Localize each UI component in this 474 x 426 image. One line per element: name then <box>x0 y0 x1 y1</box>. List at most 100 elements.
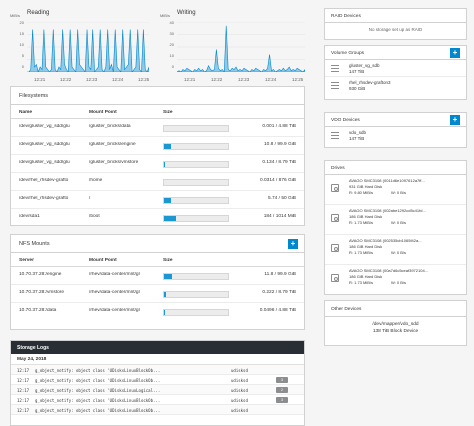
nfs-size: 0.222 / 8.79 TiB <box>262 290 296 295</box>
log-entry[interactable]: 12:17 g_object_notify: object class 'UDis… <box>11 365 304 375</box>
volume-group-name: rhel_rhsdev-grafton3 <box>349 80 391 85</box>
drives-title: Drives <box>325 161 466 175</box>
usage-bar-fill <box>164 162 165 167</box>
drive-item[interactable]: AVAGO SMC3108 (00a7d6c5ceaf3972104... 186… <box>325 265 466 295</box>
hard-disk-icon <box>331 184 339 192</box>
log-entry[interactable]: 12:17 g_object_notify: object class 'UDis… <box>11 375 304 385</box>
vdo-title-bar: VDO Devices + <box>325 113 466 127</box>
usage-bar-fill <box>164 216 176 221</box>
drive-write: W: 0 B/s <box>391 250 407 255</box>
nfs-server: 10.70.37.28:/vmstore <box>19 290 65 295</box>
add-vdo-button[interactable]: + <box>450 115 460 125</box>
nfs-title: NFS Mounts <box>19 241 50 247</box>
usage-bar-fill <box>164 310 165 315</box>
filesystem-mount: /home <box>89 178 103 183</box>
y-tick: 5 <box>21 53 24 58</box>
volume-group-item[interactable]: gluster_vg_sdb 147 TiB <box>325 60 466 77</box>
drive-read: R: 1.73 MiB/s <box>349 220 374 225</box>
drive-write: W: 0 B/s <box>391 220 407 225</box>
log-entry[interactable]: 12:17 g_object_notify: object class 'UDis… <box>11 385 304 395</box>
nfs-panel: NFS Mounts + Server Mount Point Size 10.… <box>10 234 305 330</box>
log-entry[interactable]: 12:17 g_object_notify: object class 'UDis… <box>11 405 304 415</box>
drive-model: AVAGO SMC3108 (002abe1292cd5c41fd... <box>349 208 426 213</box>
vg-items: gluster_vg_sdb 147 TiB rhel_rhsdev-grafton… <box>325 60 466 94</box>
nfs-row[interactable]: 10.70.37.28:/data/rhev/data-center/mnt/g… <box>11 303 304 321</box>
usage-bar <box>163 179 229 186</box>
filesystem-mount: /gluster_bricks/vmstore <box>89 160 139 165</box>
other-device-item[interactable]: /dev/mapper/vdo_sdd 138 TiB Block Device <box>325 317 466 343</box>
filesystem-row[interactable]: /dev/sda1/boot 184 / 1014 MiB <box>11 209 304 227</box>
add-nfs-button[interactable]: + <box>288 239 298 249</box>
filesystem-row[interactable]: /dev/gluster_vg_sdd/glu/gluster_bricks/v… <box>11 155 304 173</box>
drive-item[interactable]: AVAGO SMC3108 (0011d6e1097612a7ff... 931 … <box>325 175 466 205</box>
volume-group-icon <box>331 82 339 90</box>
vdo-item[interactable]: vdo_sdb 147 TiB <box>325 127 466 144</box>
usage-bar <box>163 197 229 204</box>
filesystem-size: 10.8 / 99.9 GiB <box>264 142 296 147</box>
log-entry[interactable]: 12:17 g_object_notify: object class 'UDis… <box>11 395 304 405</box>
reading-chart: MiB/s Reading 20 15 10 5 0 12:21 12:22 1… <box>10 10 150 82</box>
drive-type: 186 GiB Hard Disk <box>349 214 383 219</box>
filesystem-row[interactable]: /dev/gluster_vg_sdd/glu/gluster_bricks/e… <box>11 137 304 155</box>
log-time: 12:17 <box>17 388 30 393</box>
nfs-size: 11.8 / 99.9 GiB <box>264 272 296 277</box>
drive-item[interactable]: AVAGO SMC3108 (002abe1292cd5c41fd... 186 … <box>325 205 466 235</box>
usage-bar-fill <box>164 274 172 279</box>
nfs-mount: /rhev/data-center/mnt/gl <box>89 308 140 313</box>
filesystem-row[interactable]: /dev/gluster_vg_sdd/glu/gluster_bricks/d… <box>11 119 304 137</box>
vdo-panel: VDO Devices + vdo_sdb 147 TiB <box>324 112 467 148</box>
other-device-name: /dev/mapper/vdo_sdd <box>372 322 419 327</box>
add-volume-group-button[interactable]: + <box>450 48 460 58</box>
drive-item[interactable]: AVAGO SMC3108 (002535cb1065f42a... 186 Gi… <box>325 235 466 265</box>
series-area <box>27 29 149 72</box>
y-tick: 0 <box>171 64 174 69</box>
drive-read: R: 9.80 MiB/s <box>349 190 374 195</box>
drive-write: W: 0 B/s <box>391 190 407 195</box>
nfs-server: 10.70.37.28:/engine <box>19 272 62 277</box>
x-tick: 12:22 <box>211 77 223 82</box>
volume-group-item[interactable]: rhel_rhsdev-grafton3 930 GiB <box>325 77 466 94</box>
log-source: udisksd <box>231 388 248 393</box>
volume-group-size: 147 TiB <box>349 69 365 74</box>
x-tick: 12:21 <box>34 77 46 82</box>
log-message: g_object_notify: object class 'UDisksLin… <box>35 408 161 413</box>
nfs-mount: /rhev/data-center/mnt/gl <box>89 272 140 277</box>
logs-date: May 24, 2018 <box>11 354 304 365</box>
filesystem-row[interactable]: /dev/rhel_rhsdev-grafto / 5.74 / 50 GiB <box>11 191 304 209</box>
x-tick: 12:25 <box>138 77 150 82</box>
filesystem-name: /dev/gluster_vg_sdd/glu <box>19 160 70 165</box>
filesystem-row[interactable]: /dev/rhel_rhsdev-grafto/home 0.0314 / 876… <box>11 173 304 191</box>
other-devices-title: Other Devices <box>325 301 466 317</box>
hard-disk-icon <box>331 274 339 282</box>
usage-bar <box>163 161 229 168</box>
x-tick: 12:23 <box>238 77 250 82</box>
filesystems-rows: /dev/gluster_vg_sdd/glu/gluster_bricks/d… <box>11 119 304 227</box>
filesystem-size: 0.0314 / 876 GiB <box>259 178 296 183</box>
writing-chart: MiB/s Writing 40 30 20 10 0 12:21 12:22 … <box>160 10 306 82</box>
log-message: g_object_notify: object class 'UDisksLin… <box>35 378 161 383</box>
vdo-icon <box>331 132 339 140</box>
nfs-row[interactable]: 10.70.37.28:/vmstore/rhev/data-center/mn… <box>11 285 304 303</box>
log-message: g_object_notify: object class 'UDisksLin… <box>35 398 161 403</box>
logs-title: Storage Logs <box>11 341 304 354</box>
raid-title: RAID Devices <box>325 9 466 23</box>
hard-disk-icon <box>331 244 339 252</box>
log-rows: 12:17 g_object_notify: object class 'UDis… <box>11 365 304 415</box>
usage-bar <box>163 273 229 280</box>
log-time: 12:17 <box>17 408 30 413</box>
vg-title-bar: Volume Groups + <box>325 46 466 60</box>
raid-panel: RAID Devices No storage set up as RAID <box>324 8 467 40</box>
storage-logs-panel: Storage Logs May 24, 2018 12:17 g_object_… <box>10 340 305 426</box>
y-tick: 10 <box>19 42 24 47</box>
drive-model: AVAGO SMC3108 (002535cb1065f42a... <box>349 238 422 243</box>
vdo-items: vdo_sdb 147 TiB <box>325 127 466 144</box>
nfs-size: 0.0496 / 4.88 TiB <box>259 308 296 313</box>
col-size: Size <box>163 258 173 263</box>
drive-items: AVAGO SMC3108 (0011d6e1097612a7ff... 931 … <box>325 175 466 295</box>
filesystem-size: 5.74 / 50 GiB <box>268 196 296 201</box>
volume-group-icon <box>331 65 339 73</box>
nfs-row[interactable]: 10.70.37.28:/engine/rhev/data-center/mnt… <box>11 267 304 285</box>
filesystem-size: 0.134 / 8.79 TiB <box>262 160 296 165</box>
y-tick: 15 <box>19 31 24 36</box>
log-count-badge: 3 <box>276 397 288 403</box>
